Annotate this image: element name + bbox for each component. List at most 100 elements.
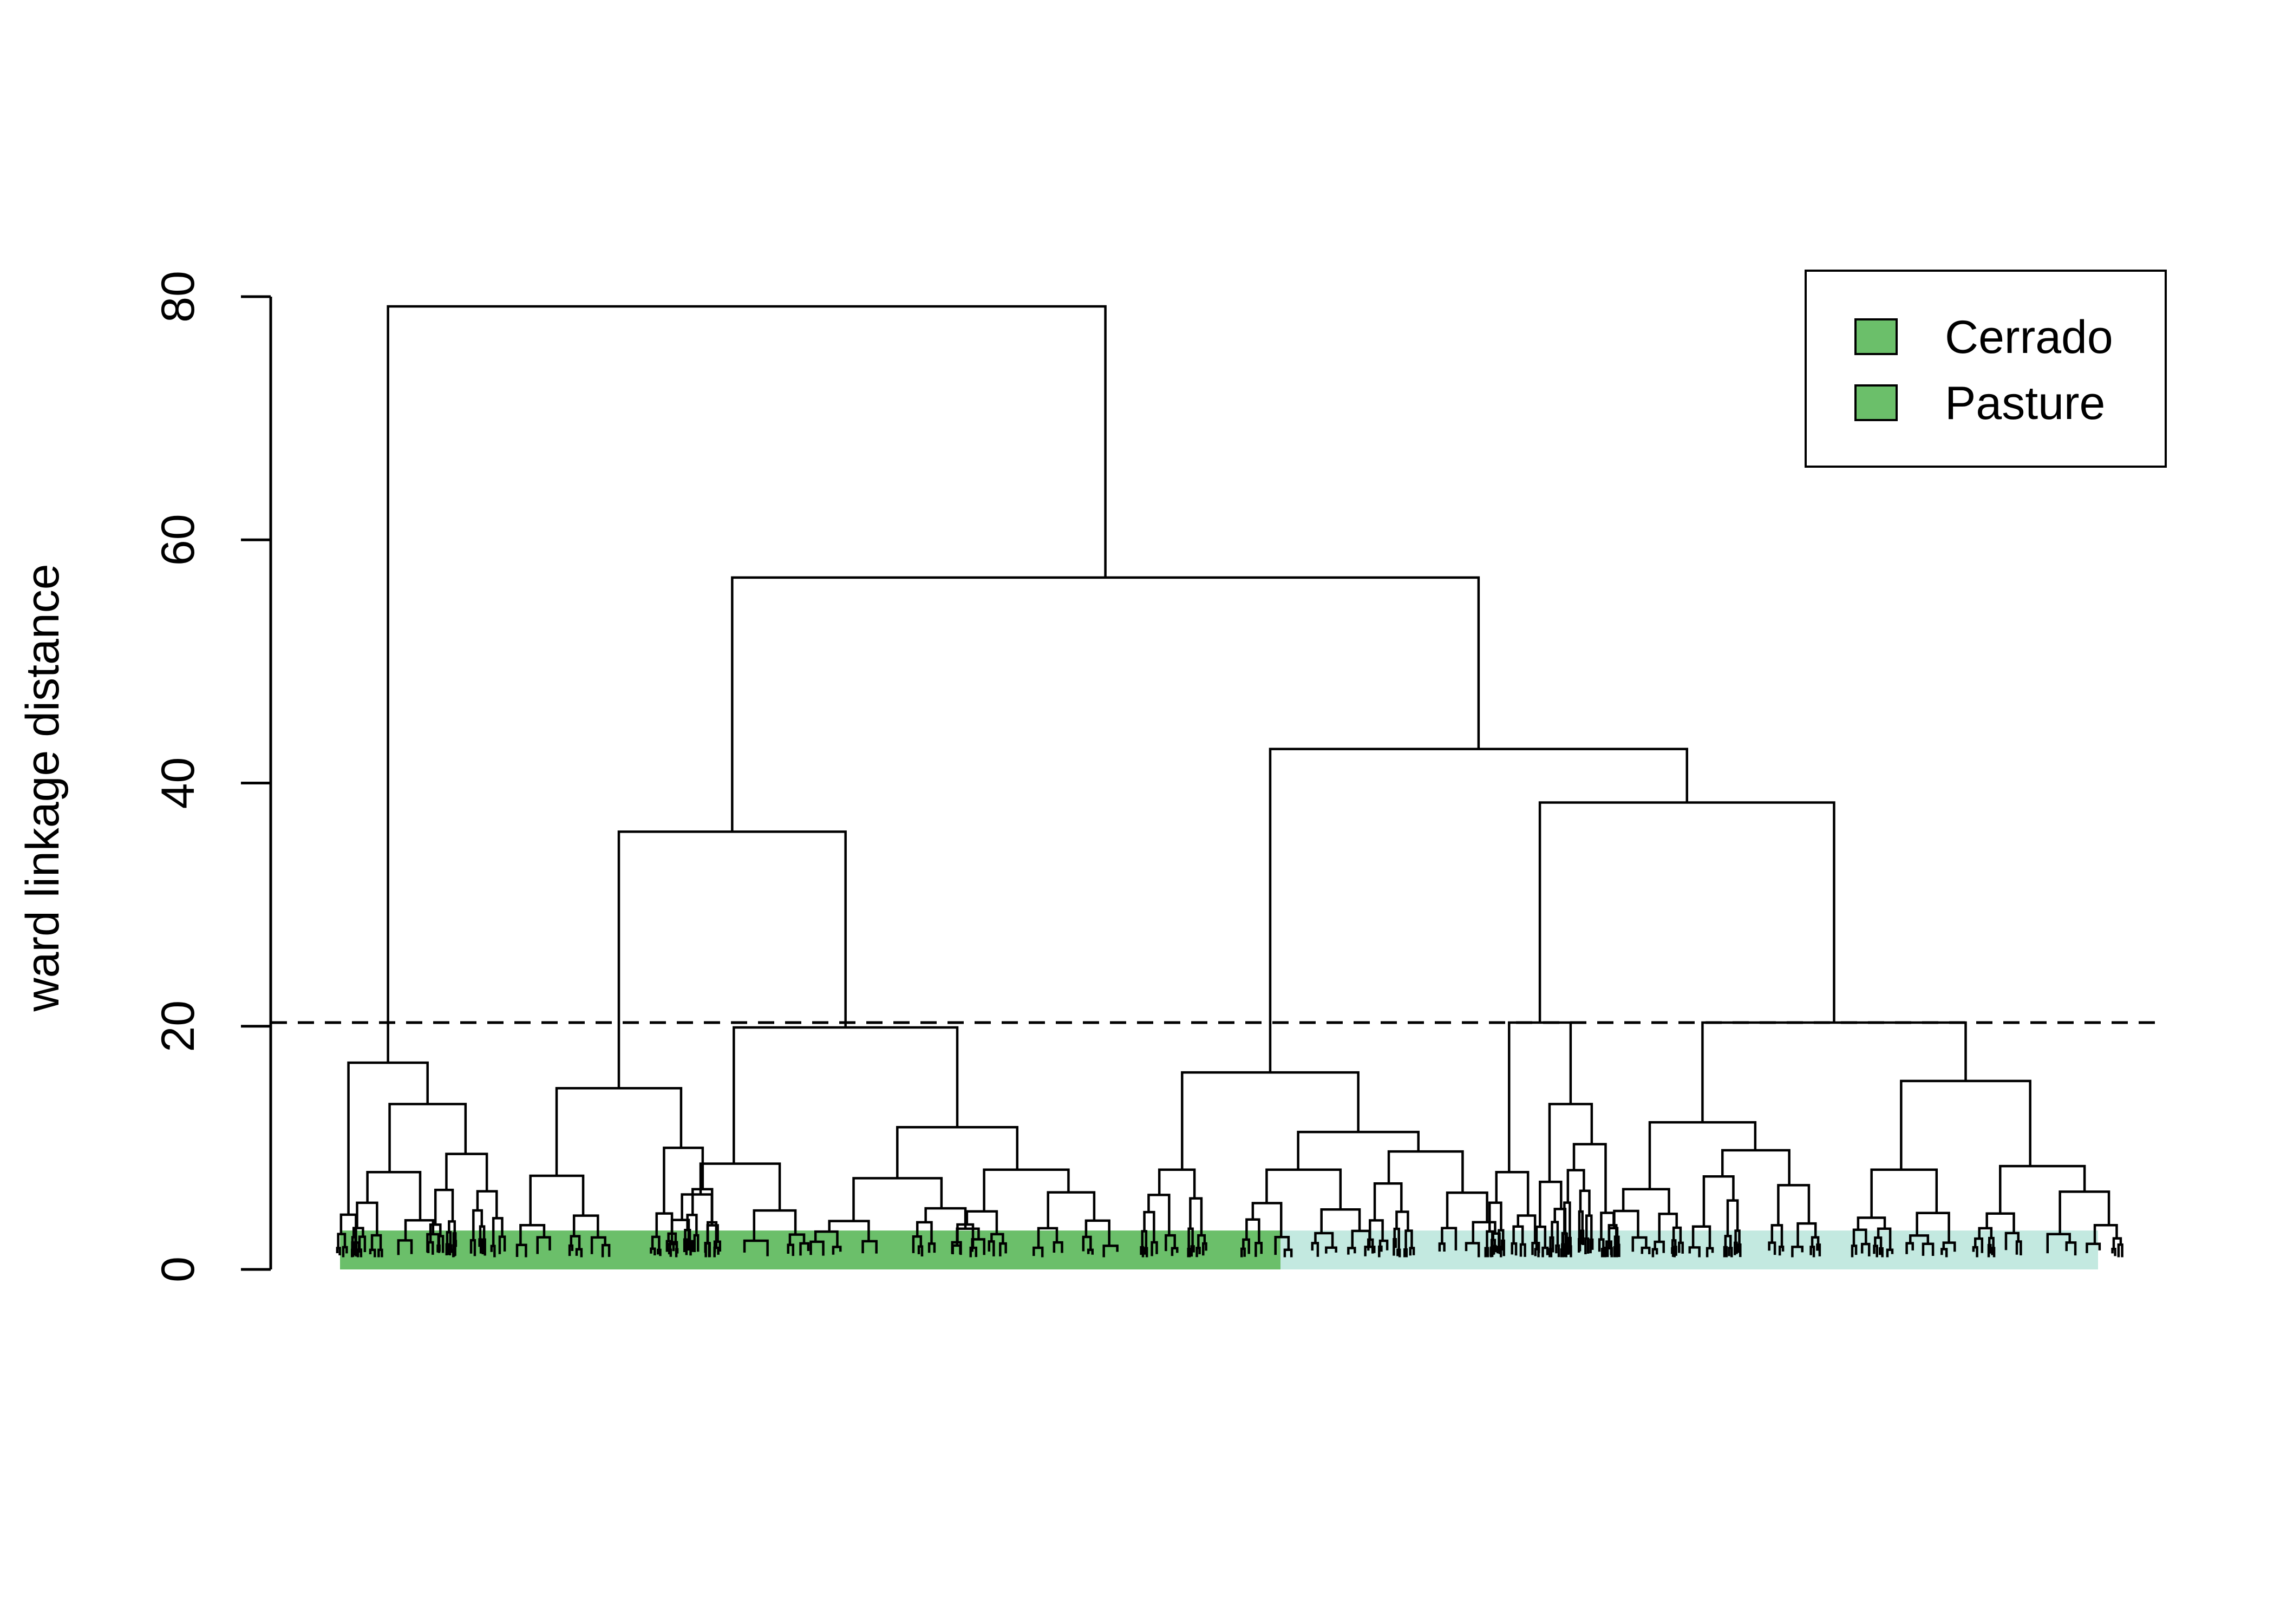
leaf-merge [1617, 1243, 1620, 1258]
leaf-merge [670, 1219, 690, 1245]
leaf-merge [1165, 1234, 1176, 1252]
leaf-merge [1702, 1175, 1735, 1227]
leaf-merge [1197, 1234, 1206, 1248]
leaf-merge [1878, 1247, 1884, 1258]
leaf-merge [570, 1235, 581, 1249]
leaf-merge [1143, 1247, 1148, 1258]
leaf-merge [999, 1242, 1007, 1256]
leaf-merge [990, 1233, 1004, 1244]
leaf-merge [686, 1214, 698, 1236]
y-tick-label: 60 [152, 514, 204, 566]
leaf-merge [1604, 1246, 1609, 1258]
leaf-merge [1566, 1169, 1585, 1203]
leaf-merge [2046, 1233, 2071, 1254]
leaf-merge [336, 1247, 341, 1256]
leaf-merge [1658, 1213, 1678, 1242]
leaf-merge [1567, 1236, 1572, 1247]
leaf-merge [1047, 1191, 1096, 1228]
leaf-merge [1734, 1229, 1741, 1245]
leaf-merge [1555, 1244, 1560, 1258]
leaf-merge [1140, 1246, 1145, 1258]
leaf-merge [352, 1227, 364, 1237]
leaf-merge [1498, 1229, 1505, 1248]
leaf-merge [1580, 1229, 1585, 1246]
legend-swatch-cerrado [1854, 318, 1898, 355]
leaf-merge [699, 1162, 781, 1211]
leaf-merge [912, 1235, 923, 1253]
leaf-merge [2117, 1243, 2123, 1258]
leaf-merge [1777, 1184, 1811, 1226]
leaf-merge [1143, 1210, 1155, 1243]
leaf-merge [1489, 1246, 1494, 1258]
leaf-merge [1877, 1227, 1892, 1250]
leaf-merge [1102, 1245, 1119, 1258]
leaf-merge [1563, 1201, 1571, 1238]
leaf-merge [743, 1239, 769, 1256]
leaf-merge [666, 1242, 678, 1253]
leaf-merge [478, 1238, 482, 1254]
leaf-merge [1561, 1232, 1567, 1250]
leaf-merge [799, 1242, 810, 1256]
leaf-merge [1495, 1171, 1530, 1216]
leaf-merge [787, 1243, 795, 1256]
leaf-merge [351, 1236, 357, 1250]
leaf-merge [1857, 1216, 1886, 1230]
leaf-merge [1171, 1247, 1179, 1256]
leaf-merge [983, 1168, 1070, 1212]
leaf-merge [1578, 1210, 1584, 1240]
y-tick-label: 0 [152, 1256, 204, 1282]
leaf-merge [356, 1201, 378, 1235]
leaf-merge [1721, 1149, 1791, 1186]
leaf-merge [1987, 1243, 1992, 1258]
leaf-merge [1860, 1242, 1871, 1256]
leaf-merge [1905, 1242, 1914, 1254]
leaf-merge [397, 1239, 413, 1255]
leaf-merge [1778, 1245, 1785, 1256]
leaf-merge [2086, 1242, 2101, 1253]
leaf-merge [1600, 1248, 1605, 1258]
leaf-merge [446, 1231, 452, 1246]
leaf-merge [1535, 1226, 1547, 1249]
leaf-merge [1393, 1238, 1397, 1256]
leaf-merge [1441, 1227, 1458, 1250]
leaf-merge [788, 1233, 806, 1245]
leaf-merge [1631, 1236, 1648, 1252]
leaf-merge [601, 1243, 611, 1258]
leaf-merge [445, 1152, 488, 1191]
leaf-merge [916, 1221, 933, 1244]
leaf-merge [529, 1174, 585, 1226]
leaf-merge [2093, 1224, 2118, 1244]
leaf-merge [852, 1177, 943, 1221]
leaf-merge [452, 1232, 457, 1250]
merge-root [387, 305, 1107, 1063]
leaf-merge [515, 1243, 527, 1258]
leaf-merge [1033, 1246, 1044, 1258]
leaf-merge [706, 1224, 719, 1243]
leaf-merge [668, 1248, 672, 1257]
leaf-merge [1141, 1230, 1148, 1248]
leaf-merge [337, 1233, 347, 1248]
leaf-merge [1572, 1143, 1607, 1213]
leaf-merge [1734, 1241, 1738, 1255]
leaf-merge [1671, 1239, 1677, 1249]
leaf-merge [1488, 1201, 1502, 1232]
leaf-merge [1320, 1208, 1361, 1234]
leaf-merge [663, 1147, 704, 1214]
leaf-merge [1147, 1194, 1171, 1236]
leaf-merge [1816, 1243, 1821, 1256]
leaf-merge [1158, 1168, 1196, 1199]
leaf-merge [369, 1248, 376, 1258]
leaf-merge [1314, 1232, 1334, 1248]
leaf-merge [1409, 1247, 1415, 1256]
leaf-merge [519, 1224, 546, 1245]
leaf-merge [2059, 1190, 2110, 1234]
leaf-merge [1584, 1237, 1590, 1255]
leaf-merge [1539, 1181, 1563, 1227]
leaf-merge [353, 1243, 358, 1257]
leaf-merge [1942, 1241, 1956, 1252]
leaf-merge [1195, 1247, 1201, 1258]
merge-A [347, 1061, 429, 1215]
leaf-merge [350, 1248, 355, 1258]
leaf-merge [1922, 1242, 1935, 1256]
